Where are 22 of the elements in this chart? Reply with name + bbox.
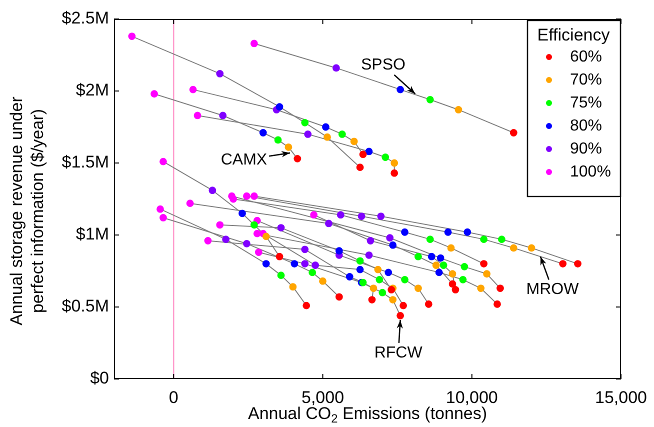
- annotation: CAMX: [220, 151, 268, 168]
- legend-label: 70%: [570, 71, 602, 88]
- x-tick-label: 5,000: [301, 388, 344, 407]
- x-tick-label: 10,000: [446, 388, 498, 407]
- x-tick-label: 0: [168, 388, 178, 407]
- legend-label: 75%: [570, 94, 602, 112]
- y-tick-label: $2.5M: [62, 8, 109, 28]
- y-tick-label: $1M: [76, 224, 109, 244]
- y-tick-label: $0.5M: [62, 296, 109, 316]
- annotation: RFCW: [374, 344, 424, 362]
- legend-title: Efficiency: [537, 26, 610, 45]
- x-tick-label: 15,000: [595, 388, 647, 407]
- y-tick-label: $2M: [76, 80, 109, 100]
- legend-label: 80%: [570, 117, 602, 134]
- y-tick-label: $1.5M: [62, 152, 109, 172]
- annotation: SPSO: [360, 56, 406, 74]
- annotation: MROW: [526, 281, 580, 298]
- legend-label: 60%: [570, 48, 602, 66]
- y-axis-title: Annual storage revenue under perfect information ($/year): [7, 96, 47, 326]
- y-tick-label: $0: [90, 368, 109, 388]
- legend-label: 100%: [570, 163, 611, 180]
- legend-label: 90%: [570, 140, 602, 158]
